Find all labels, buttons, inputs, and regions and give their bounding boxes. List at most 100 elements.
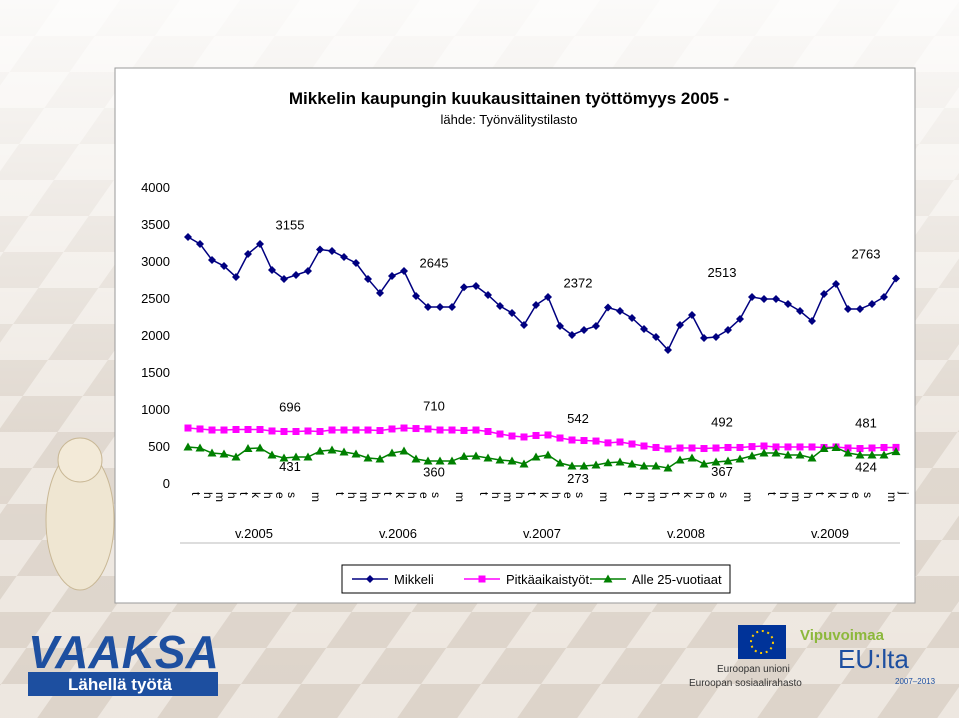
point	[459, 451, 469, 460]
point	[520, 433, 528, 441]
point	[735, 454, 745, 463]
x-tick-label: t	[189, 492, 203, 496]
eu-lta-text: EU:lta	[838, 644, 909, 674]
point	[615, 457, 625, 466]
y-tick-label: 1500	[141, 365, 170, 380]
point	[855, 450, 865, 459]
x-tick-label: k	[249, 492, 263, 499]
point	[844, 305, 852, 314]
point	[267, 450, 277, 459]
point	[556, 434, 564, 442]
chart-title: Mikkelin kaupungin kuukausittainen tyött…	[289, 89, 729, 108]
logo-band	[28, 672, 218, 696]
x-tick-label: h	[489, 492, 503, 499]
point	[484, 290, 492, 299]
point	[700, 445, 708, 453]
point	[664, 445, 672, 453]
point	[663, 463, 673, 472]
point	[496, 430, 504, 438]
x-tick-label: e	[705, 492, 719, 499]
point	[783, 450, 793, 459]
x-tick-label: h	[369, 492, 383, 499]
pawn-head	[57, 437, 103, 483]
point	[447, 456, 457, 465]
x-tick-label: s	[861, 492, 875, 498]
point	[376, 288, 384, 297]
x-tick-label: m	[213, 492, 227, 502]
point	[580, 437, 588, 445]
point	[604, 303, 612, 312]
point	[291, 452, 301, 461]
point	[820, 290, 828, 299]
point	[340, 253, 348, 262]
x-tick-label: s	[285, 492, 299, 498]
x-tick-label: t	[237, 492, 251, 496]
point	[580, 325, 588, 334]
point	[699, 459, 709, 468]
point	[567, 461, 577, 470]
y-tick-label: 3500	[141, 217, 170, 232]
point	[220, 262, 228, 271]
x-tick-label: k	[393, 492, 407, 499]
x-tick-label: m	[453, 492, 467, 502]
y-tick-label: 0	[163, 476, 170, 491]
point	[544, 431, 552, 439]
x-tick-label: t	[621, 492, 635, 496]
point	[436, 426, 444, 434]
point	[591, 460, 601, 469]
x-tick-label: h	[225, 492, 239, 499]
x-group-label: v.2005	[235, 526, 273, 541]
chart-frame	[114, 67, 916, 604]
point	[507, 456, 517, 465]
point	[424, 303, 432, 312]
point	[412, 425, 420, 433]
point	[544, 292, 552, 301]
point	[292, 427, 300, 435]
x-tick-label: h	[801, 492, 815, 499]
x-tick-label: h	[405, 492, 419, 499]
point	[760, 442, 768, 450]
point	[268, 427, 276, 435]
point	[304, 266, 312, 275]
point	[244, 425, 252, 433]
point	[759, 448, 769, 457]
point	[843, 448, 853, 457]
point	[460, 283, 468, 292]
x-tick-label: m	[309, 492, 323, 502]
period-text: 2007–2013	[895, 677, 936, 686]
point	[364, 426, 372, 434]
data-label: 2372	[564, 275, 593, 290]
point	[688, 444, 696, 452]
point	[304, 427, 312, 435]
legend-label: Mikkeli	[394, 572, 434, 587]
point	[388, 272, 396, 281]
point	[796, 443, 804, 451]
point	[363, 453, 373, 462]
point	[879, 450, 889, 459]
point	[448, 426, 456, 434]
x-tick-label: j	[897, 491, 911, 495]
point	[519, 459, 529, 468]
point	[832, 280, 840, 289]
x-group-label: v.2006	[379, 526, 417, 541]
x-tick-label: h	[657, 492, 671, 499]
vaaksa-logo: VAAKSA Lähellä työtä	[28, 626, 219, 696]
x-tick-label: h	[261, 492, 275, 499]
x-tick-label: t	[333, 492, 347, 496]
point	[327, 445, 337, 454]
point	[627, 459, 637, 468]
point	[352, 426, 360, 434]
point	[784, 299, 792, 308]
x-tick-label: h	[345, 492, 359, 499]
x-tick-label: h	[777, 492, 791, 499]
point	[208, 255, 216, 264]
point	[652, 332, 660, 341]
point	[784, 443, 792, 451]
point	[568, 436, 576, 444]
point	[520, 321, 528, 330]
point	[376, 427, 384, 435]
chart-subtitle: lähde: Työnvälitystilasto	[440, 112, 577, 127]
point	[856, 445, 864, 453]
point	[256, 239, 264, 248]
point	[399, 446, 409, 455]
